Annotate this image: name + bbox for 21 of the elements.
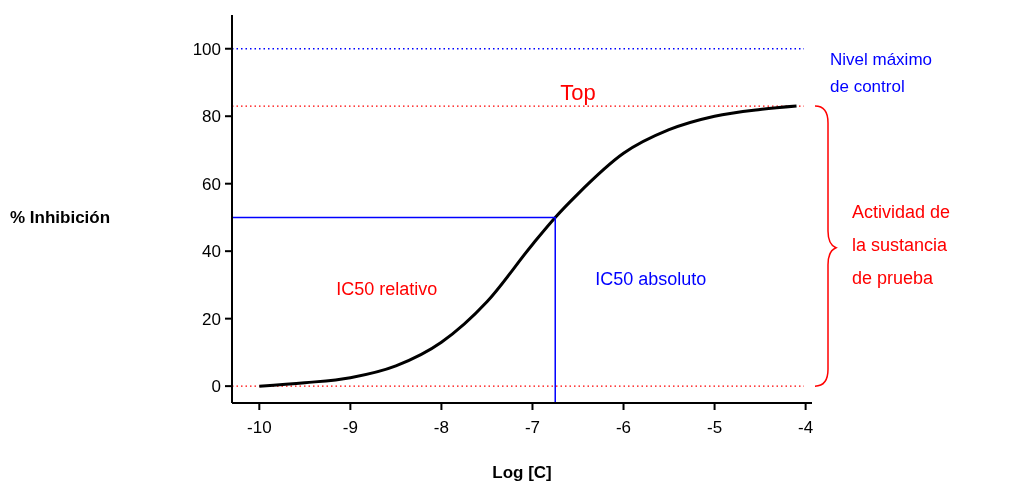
y-tick-label: 80: [202, 107, 221, 127]
annotation: IC50 absoluto: [595, 268, 707, 289]
y-tick-label: 0: [211, 377, 221, 397]
x-tick-label: -7: [524, 418, 541, 437]
x-axis-title: Log [C]: [492, 463, 552, 482]
ref-line-label: Nivel máximo de control: [830, 49, 933, 96]
y-tick-label: 60: [202, 174, 221, 194]
text: Actividad de la sustancia de prueba: [852, 201, 951, 288]
y-tick-label: 40: [202, 242, 221, 262]
x-tick-label: -9: [342, 418, 358, 437]
y-axis-title: % Inhibición: [10, 208, 111, 228]
y-tick-label: 20: [202, 309, 221, 329]
y-tick-label: 100: [192, 39, 221, 59]
x-tick-label: -5: [707, 418, 723, 437]
line-series: [257, 104, 799, 388]
x-tick-label: -10: [247, 418, 272, 437]
annotation: IC50 relativo: [336, 279, 438, 300]
x-tick-label: -8: [433, 418, 449, 437]
ref-line-label: Top: [560, 80, 596, 106]
x-tick-label: -6: [615, 418, 632, 437]
x-tick-label: -4: [798, 418, 814, 437]
